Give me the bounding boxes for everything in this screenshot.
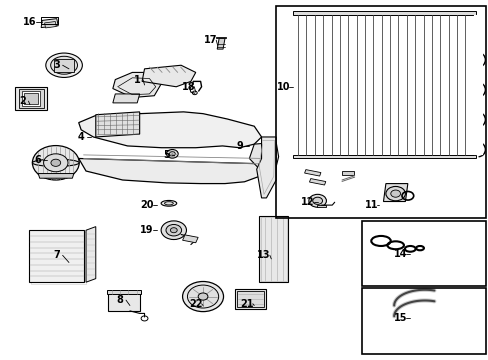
Text: 6: 6	[34, 155, 41, 165]
Polygon shape	[473, 15, 483, 155]
Polygon shape	[256, 137, 276, 198]
Text: 7: 7	[53, 250, 60, 260]
Polygon shape	[19, 89, 43, 108]
Text: 11: 11	[364, 200, 377, 210]
Polygon shape	[29, 230, 83, 282]
Text: 17: 17	[203, 35, 217, 45]
Polygon shape	[142, 65, 195, 87]
Circle shape	[385, 186, 405, 201]
Polygon shape	[217, 39, 224, 49]
Circle shape	[182, 282, 223, 312]
Polygon shape	[44, 22, 56, 28]
Polygon shape	[216, 37, 225, 39]
Circle shape	[312, 197, 322, 204]
Ellipse shape	[164, 202, 173, 205]
Text: 1: 1	[134, 75, 141, 85]
Circle shape	[308, 194, 326, 207]
Text: 19: 19	[140, 225, 153, 235]
Ellipse shape	[46, 53, 82, 77]
Polygon shape	[234, 289, 266, 309]
Text: 15: 15	[393, 313, 407, 323]
Polygon shape	[113, 94, 140, 103]
Polygon shape	[86, 226, 96, 282]
Circle shape	[198, 293, 207, 300]
Polygon shape	[31, 232, 86, 284]
Polygon shape	[249, 142, 278, 176]
Bar	[361, 221, 485, 286]
Ellipse shape	[51, 56, 77, 74]
Text: 5: 5	[163, 150, 169, 160]
Circle shape	[169, 152, 175, 156]
Bar	[54, 59, 74, 72]
Circle shape	[51, 159, 61, 166]
Circle shape	[43, 154, 68, 172]
Circle shape	[32, 145, 79, 180]
Text: 9: 9	[236, 141, 243, 151]
Polygon shape	[107, 290, 141, 294]
Polygon shape	[108, 293, 140, 311]
Polygon shape	[38, 174, 74, 178]
Bar	[276, 6, 485, 218]
Text: 13: 13	[257, 250, 270, 260]
Polygon shape	[383, 184, 407, 202]
Text: 18: 18	[181, 82, 195, 92]
Polygon shape	[22, 91, 40, 106]
Circle shape	[170, 228, 177, 233]
Circle shape	[161, 221, 186, 239]
Circle shape	[390, 190, 400, 197]
Bar	[24, 93, 38, 104]
Polygon shape	[293, 155, 475, 158]
Polygon shape	[237, 291, 264, 307]
Polygon shape	[15, 87, 47, 110]
Circle shape	[165, 225, 181, 236]
Text: 2: 2	[19, 96, 26, 106]
Text: 21: 21	[240, 299, 253, 309]
Polygon shape	[41, 19, 58, 28]
Bar	[304, 170, 320, 176]
Text: 4: 4	[78, 132, 84, 142]
Circle shape	[187, 285, 218, 308]
Polygon shape	[96, 112, 140, 137]
Bar	[361, 288, 485, 354]
Ellipse shape	[32, 159, 79, 166]
Bar	[309, 179, 325, 185]
Polygon shape	[79, 112, 261, 148]
Polygon shape	[79, 158, 266, 184]
Text: 22: 22	[188, 299, 202, 309]
Polygon shape	[182, 235, 198, 243]
Text: 3: 3	[53, 60, 60, 70]
Text: 12: 12	[301, 197, 314, 207]
Polygon shape	[113, 72, 161, 98]
Text: 8: 8	[117, 295, 123, 305]
Text: 20: 20	[140, 200, 153, 210]
Polygon shape	[293, 12, 475, 15]
Text: 10: 10	[276, 82, 290, 92]
Polygon shape	[316, 205, 326, 207]
Text: 16: 16	[23, 17, 37, 27]
Ellipse shape	[161, 201, 176, 206]
Circle shape	[166, 149, 178, 158]
Polygon shape	[341, 171, 353, 175]
Polygon shape	[259, 216, 288, 282]
Text: 14: 14	[393, 248, 407, 258]
